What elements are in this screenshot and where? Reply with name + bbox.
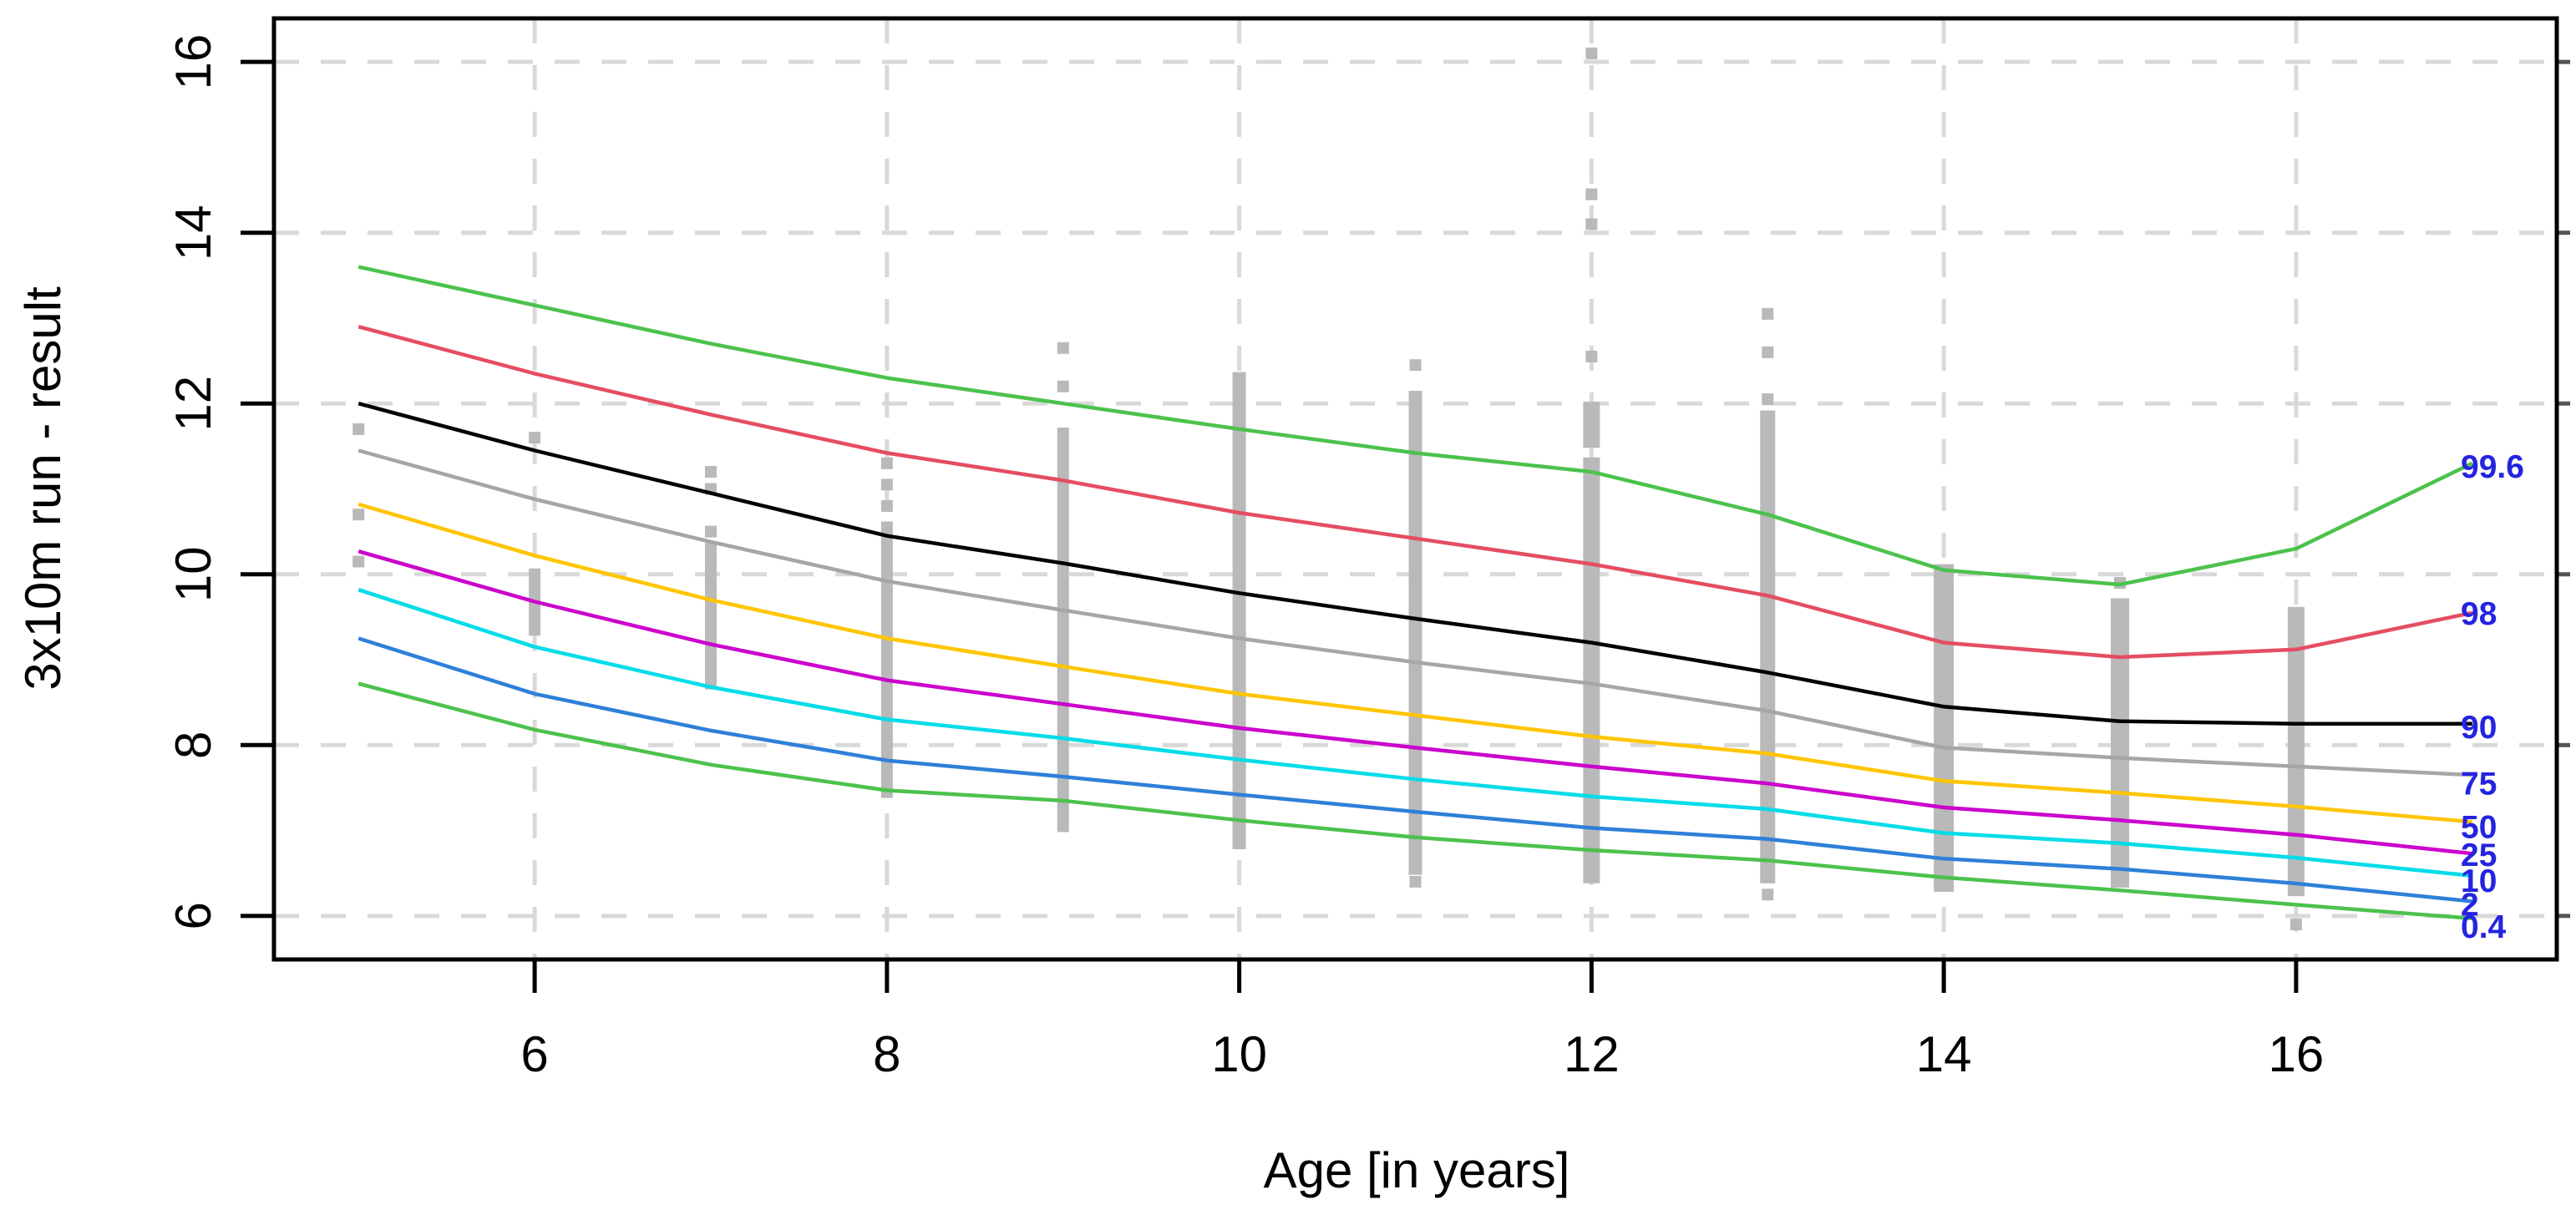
scatter-dense-run (1232, 372, 1246, 849)
scatter-column-age-8 (880, 457, 893, 798)
centile-label-99.6: 99.6 (2461, 449, 2524, 485)
scatter-dense-run (704, 543, 717, 630)
scatter-dense-run (1760, 410, 1776, 883)
centile-curve-0.4 (357, 681, 2472, 921)
scatter-column-age-16 (2287, 606, 2305, 931)
scatter-column-age-13 (1760, 307, 1776, 901)
centile-label-2: 2 (2461, 888, 2479, 924)
centile-label-90: 90 (2461, 710, 2497, 746)
scatter-point (1057, 342, 1069, 354)
scatter-dense-run (1057, 428, 1069, 833)
scatter-point (2289, 919, 2302, 931)
scatter-layer (352, 47, 2305, 931)
y-tick-label: 8 (165, 731, 221, 759)
scatter-dense-run (1583, 402, 1600, 448)
curve-layer (357, 265, 2473, 921)
x-tick-label: 10 (1211, 1026, 1267, 1082)
scatter-point (704, 525, 717, 538)
y-tick-label: 14 (165, 205, 221, 261)
centile-label-98: 98 (2461, 596, 2497, 632)
scatter-column-age-14 (1934, 564, 1955, 893)
centile-label-50: 50 (2461, 809, 2497, 845)
scatter-point (1585, 218, 1598, 230)
scatter-point (1762, 346, 1774, 358)
scatter-point (1762, 888, 1774, 901)
x-tick-label: 8 (873, 1026, 900, 1082)
scatter-dense-run (2287, 606, 2305, 897)
centile-curve-99.6 (357, 265, 2473, 587)
centile-label-75: 75 (2461, 766, 2497, 802)
scatter-column-age-5 (352, 423, 365, 568)
centile-curve-25 (357, 549, 2473, 856)
scatter-dense-run (2111, 598, 2130, 888)
scatter-column-age-9 (1057, 342, 1069, 833)
scatter-point (1762, 307, 1774, 320)
scatter-point (880, 478, 893, 491)
centile-curve-10 (357, 588, 2473, 878)
centile-curve-50 (357, 502, 2472, 824)
scatter-column-age-10 (1232, 372, 1246, 849)
y-tick-label: 16 (165, 34, 221, 90)
scatter-point (1585, 188, 1598, 200)
scatter-column-age-11 (1408, 359, 1422, 888)
scatter-point (704, 466, 717, 478)
scatter-point (529, 432, 541, 444)
scatter-column-age-15 (2111, 576, 2130, 888)
x-tick-label: 14 (1916, 1026, 1972, 1082)
x-tick-label: 6 (520, 1026, 548, 1082)
x-tick-label: 16 (2269, 1026, 2325, 1082)
scatter-point (1409, 875, 1422, 888)
scatter-point (1409, 359, 1422, 372)
scatter-point (880, 457, 893, 469)
scatter-dense-run (704, 624, 717, 690)
y-axis-title: 3x10m run - result (15, 286, 71, 691)
scatter-point (352, 509, 365, 521)
centile-label-0.4: 0.4 (2461, 909, 2507, 945)
x-axis-title: Age [in years] (1264, 1142, 1570, 1198)
y-tick-label: 6 (165, 902, 221, 929)
scatter-point (352, 555, 365, 568)
scatter-dense-run (1583, 457, 1600, 883)
centile-curve-75 (357, 448, 2472, 777)
scatter-point (1057, 380, 1069, 392)
scatter-column-age-7 (704, 466, 717, 690)
centile-curve-90 (357, 402, 2472, 726)
tick-label-layer: 6 8 10 12 14 16 6 8 10 12 14 16 (165, 34, 2324, 1082)
scatter-point (1585, 350, 1598, 362)
scatter-point (880, 499, 893, 512)
centile-label-25: 25 (2461, 838, 2497, 873)
scatter-point (352, 423, 365, 435)
scatter-dense-run (880, 521, 893, 798)
y-tick-label: 12 (165, 376, 221, 432)
x-tick-label: 12 (1564, 1026, 1620, 1082)
scatter-point (1585, 47, 1598, 59)
axis-layer (241, 16, 2570, 993)
scatter-point (1762, 393, 1774, 406)
plot-border (271, 16, 2559, 962)
centile-label-10: 10 (2461, 863, 2497, 899)
scatter-dense-run (1934, 564, 1955, 893)
centile-curve-2 (357, 636, 2473, 904)
scatter-dense-run (1408, 391, 1422, 875)
y-tick-label: 10 (165, 546, 221, 602)
centile-curve-98 (357, 325, 2473, 660)
